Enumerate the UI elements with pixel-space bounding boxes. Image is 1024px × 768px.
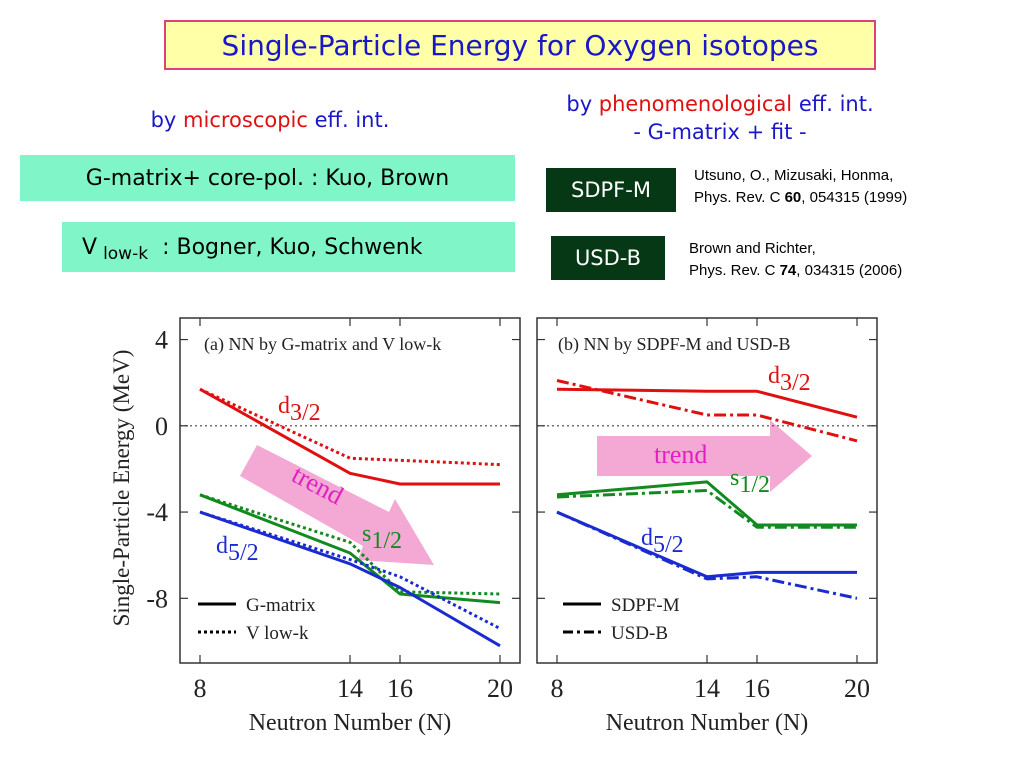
- series-line-a-d3-2-dotted: [199, 387, 501, 467]
- ref1-vol: 60: [784, 189, 802, 206]
- sdpfm-box: SDPF-M: [546, 168, 676, 212]
- legend-label-a: G-matrix: [246, 595, 316, 616]
- panel-a-frame: [179, 317, 521, 664]
- reference-usdb: Brown and Richter, Phys. Rev. C 74, 0343…: [689, 238, 902, 282]
- series-line-b-d5-2-solid: [556, 510, 857, 579]
- ref2-line1: Brown and Richter,: [689, 240, 816, 257]
- sdpfm-box-text: SDPF-M: [571, 178, 651, 202]
- orbit-label-a-2: d5/2: [216, 533, 259, 566]
- series-line-b-d5-2-dashdot: [556, 510, 858, 600]
- right-header: by phenomenological eff. int. - G-matrix…: [470, 90, 970, 146]
- vlowk-rest: : Bogner, Kuo, Schwenk: [162, 234, 423, 260]
- trend-arrow-b: [597, 420, 812, 492]
- gmatrix-box-text: G-matrix+ core-pol. : Kuo, Brown: [85, 165, 450, 191]
- orbit-label-b-0: d3/2: [768, 363, 811, 396]
- right-header-line1: by phenomenological eff. int.: [470, 90, 970, 118]
- ref2-pre: Phys. Rev. C: [689, 262, 780, 279]
- series-line-a-d5-2-solid: [199, 510, 501, 648]
- reference-sdpfm: Utsuno, O., Mizusaki, Honma, Phys. Rev. …: [694, 165, 907, 209]
- vlowk-box: V low-k : Bogner, Kuo, Schwenk: [62, 222, 515, 272]
- trend-arrow-a: [240, 445, 434, 565]
- panel-b-xlabel: Neutron Number (N): [606, 710, 809, 736]
- gmatrix-box: G-matrix+ core-pol. : Kuo, Brown: [20, 155, 515, 201]
- usdb-box: USD-B: [551, 236, 665, 280]
- panel-a-title: (a) NN by G-matrix and V low-k: [204, 334, 441, 355]
- series-line-b-s1-2-solid: [556, 480, 857, 527]
- series-line-a-d3-2-solid: [199, 387, 500, 486]
- series-line-a-s1-2-solid: [199, 493, 501, 605]
- left-header-highlight: microscopic: [183, 108, 308, 132]
- x-tick-label-b: 20: [844, 674, 870, 703]
- orbit-label-a-0: d3/2: [278, 393, 321, 426]
- y-tick-label-a: -4: [146, 498, 168, 527]
- left-header-prefix: by: [150, 108, 184, 132]
- legend-label-b: USD-B: [611, 623, 668, 644]
- vlowk-sub: low-k: [103, 244, 149, 264]
- x-tick-label-b: 14: [694, 674, 720, 703]
- x-tick-label-b: 16: [744, 674, 770, 703]
- x-tick-label-b: 8: [551, 674, 564, 703]
- series-line-b-s1-2-dashdot: [556, 489, 857, 529]
- series-line-a-d5-2-dotted: [199, 510, 501, 630]
- panel-b-frame: [536, 317, 878, 664]
- y-tick-label-a: -8: [146, 584, 168, 613]
- series-line-b-d3-2-dashdot: [556, 379, 858, 443]
- ref2-vol: 74: [779, 262, 797, 279]
- page-title-text: Single-Particle Energy for Oxygen isotop…: [221, 28, 819, 62]
- vlowk-v: V: [82, 234, 98, 260]
- right-header-suffix: eff. int.: [792, 92, 874, 116]
- panel-b-title: (b) NN by SDPF-M and USD-B: [558, 334, 791, 355]
- x-tick-label-a: 14: [337, 674, 363, 703]
- usdb-box-text: USD-B: [574, 246, 642, 270]
- ref1-line2: Phys. Rev. C 60, 054315 (1999): [694, 187, 907, 209]
- series-line-b-d3-2-solid: [556, 387, 858, 419]
- y-tick-label-a: 4: [155, 326, 168, 355]
- legend-label-b: SDPF-M: [611, 595, 680, 616]
- left-header-suffix: eff. int.: [307, 108, 390, 132]
- ref1-post: , 054315 (1999): [801, 189, 908, 206]
- x-tick-label-a: 16: [387, 674, 413, 703]
- series-line-a-s1-2-dotted: [199, 493, 501, 596]
- panel-b: (b) NN by SDPF-M and USD-B Neutron Numbe…: [536, 317, 878, 736]
- panel-a-xlabel: Neutron Number (N): [249, 710, 452, 736]
- left-header: by microscopic eff. int.: [60, 106, 480, 134]
- y-tick-label-a: 0: [155, 412, 168, 441]
- y-axis-label: Single-Particle Energy (MeV): [109, 350, 134, 627]
- ref2-line2: Phys. Rev. C 74, 034315 (2006): [689, 260, 902, 282]
- right-header-highlight: phenomenological: [598, 92, 793, 116]
- ref1-pre: Phys. Rev. C: [694, 189, 785, 206]
- right-header-line2: - G-matrix + fit -: [633, 120, 807, 144]
- ref1-line1: Utsuno, O., Mizusaki, Honma,: [694, 167, 894, 184]
- right-header-prefix: by: [566, 92, 599, 116]
- ref2-post: , 034315 (2006): [796, 262, 903, 279]
- trend-label-b: trend: [654, 440, 707, 469]
- x-tick-label-a: 8: [194, 674, 207, 703]
- legend-label-a: V low-k: [246, 623, 309, 644]
- x-tick-label-a: 20: [487, 674, 513, 703]
- page-title: Single-Particle Energy for Oxygen isotop…: [164, 20, 876, 70]
